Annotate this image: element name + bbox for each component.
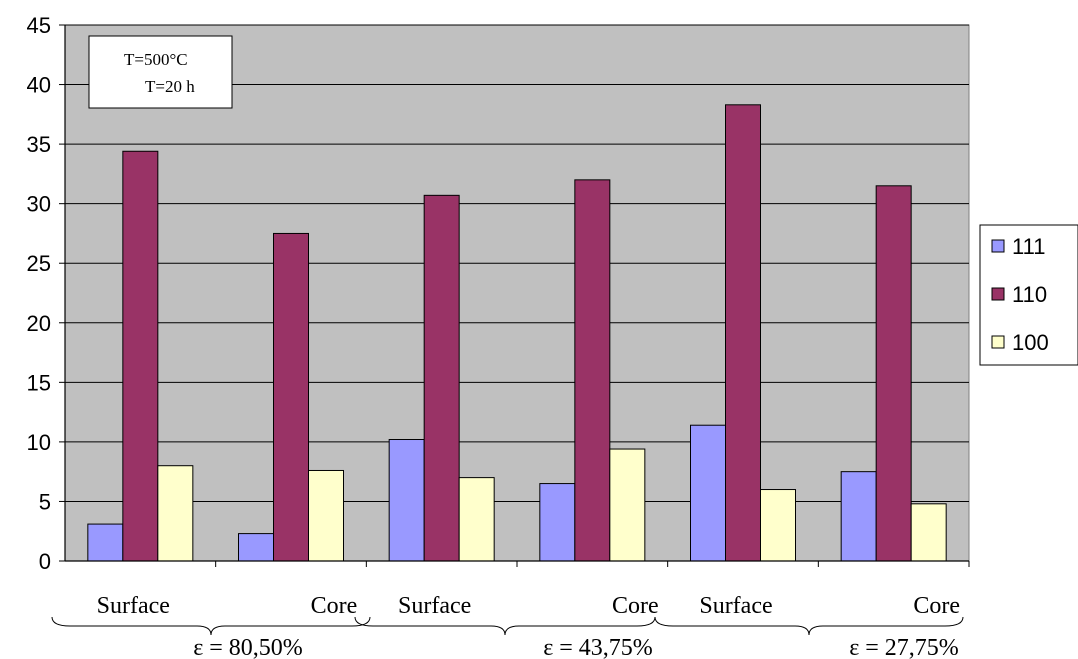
- x-axis: [64, 25, 970, 567]
- bar-111-surface-1: [87, 523, 124, 562]
- legend-swatch-110: [991, 287, 1005, 301]
- annotation-box: T=500°C T=20 h: [88, 35, 233, 109]
- annotation-line-2: T=20 h: [145, 77, 195, 96]
- bar-110-core-6: [875, 185, 912, 562]
- bar-111-core-2: [238, 533, 274, 562]
- legend-label-110: 110: [1012, 282, 1047, 307]
- group-brace: [354, 616, 656, 636]
- category-label: Surface: [398, 593, 471, 619]
- bar-100-core-2: [308, 469, 344, 562]
- y-tick-label: 45: [27, 13, 51, 38]
- y-tick-label: 25: [27, 251, 51, 276]
- legend-swatch-111: [991, 239, 1005, 253]
- group-label: ε = 80,50%: [193, 635, 303, 659]
- bar-110-surface-3: [423, 194, 460, 562]
- group-labels: ε = 80,50% ε = 43,75% ε = 27,75%: [193, 635, 959, 659]
- bar-111-core-4: [539, 483, 576, 562]
- y-tick-label: 5: [39, 489, 51, 514]
- bar-100-surface-3: [458, 477, 495, 562]
- group-brace: [51, 616, 371, 636]
- category-label: Core: [913, 593, 960, 619]
- bar-110-surface-1: [122, 150, 159, 562]
- group-brace: [654, 616, 964, 636]
- group-label: ε = 27,75%: [849, 635, 959, 659]
- bar-110-core-4: [574, 179, 611, 562]
- category-label: Core: [612, 593, 659, 619]
- bar-111-core-6: [840, 471, 877, 562]
- bar-100-core-6: [910, 503, 947, 562]
- group-label: ε = 43,75%: [543, 635, 653, 659]
- legend: 111 110 100: [979, 224, 1078, 366]
- y-tick-label: 40: [27, 73, 51, 98]
- bar-110-core-2: [273, 232, 309, 562]
- category-label: Surface: [97, 593, 170, 619]
- category-labels: Surface Core Surface Core Surface Core: [97, 593, 960, 619]
- legend-swatch-100: [991, 335, 1005, 349]
- y-tick-label: 35: [27, 132, 51, 157]
- y-tick-label: 20: [27, 311, 51, 336]
- category-label: Surface: [699, 593, 772, 619]
- bar-100-surface-1: [157, 465, 194, 562]
- y-tick-label: 0: [39, 549, 51, 574]
- y-tick-label: 15: [27, 370, 51, 395]
- y-tick-label: 10: [27, 430, 51, 455]
- legend-label-111: 111: [1012, 234, 1045, 259]
- y-tick-label: 30: [27, 192, 51, 217]
- y-axis-ticks: 0 5 10 15 20 25 30 35 40 45: [27, 13, 65, 574]
- group-braces: [51, 616, 964, 636]
- bar-111-surface-5: [690, 424, 726, 562]
- bar-110-surface-5: [725, 104, 761, 562]
- bar-100-core-4: [609, 448, 646, 562]
- bar-100-surface-5: [760, 489, 796, 562]
- annotation-line-1: T=500°C: [124, 50, 188, 69]
- category-label: Core: [311, 593, 358, 619]
- legend-label-100: 100: [1012, 330, 1049, 355]
- bar-111-surface-3: [388, 439, 425, 562]
- bars: [87, 104, 947, 562]
- gridlines: [65, 24, 969, 502]
- plot-area: [64, 24, 970, 562]
